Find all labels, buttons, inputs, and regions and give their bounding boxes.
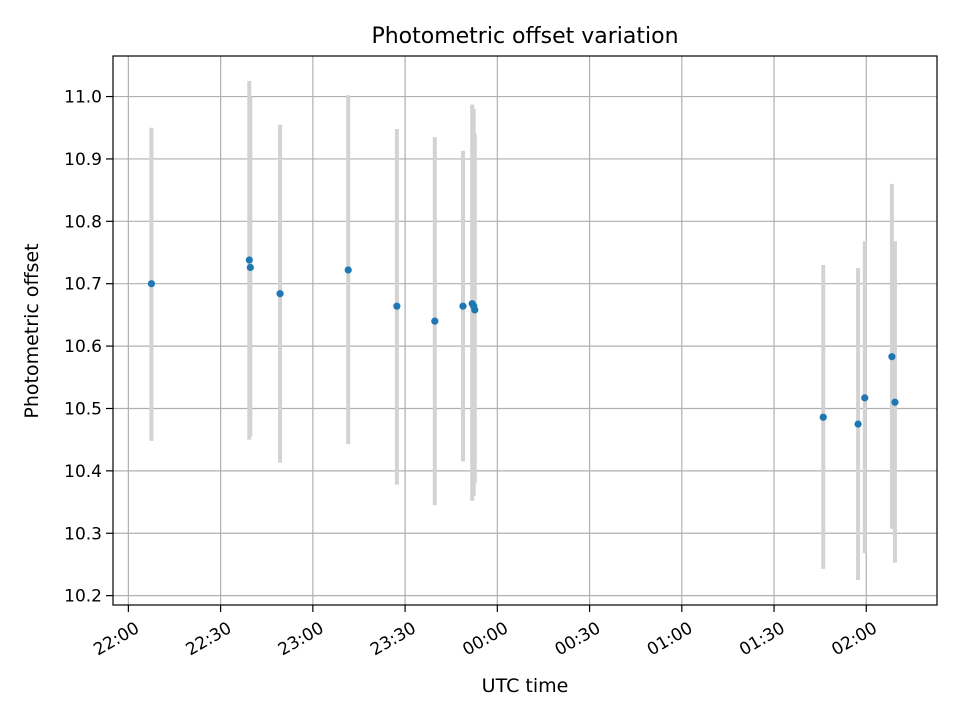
data-point xyxy=(344,266,352,274)
y-tick-label: 10.8 xyxy=(64,212,102,232)
data-point xyxy=(276,290,284,298)
data-point xyxy=(854,420,862,428)
data-point xyxy=(861,394,869,402)
data-point xyxy=(471,306,479,314)
plot-area xyxy=(112,55,938,606)
data-point xyxy=(245,256,253,264)
chart-title: Photometric offset variation xyxy=(371,24,678,49)
y-axis-label: Photometric offset xyxy=(21,243,43,418)
plot-frame xyxy=(112,55,938,606)
y-tick-label: 10.7 xyxy=(64,275,102,295)
data-point xyxy=(246,263,254,272)
data-point xyxy=(393,302,401,310)
y-tick-label: 10.3 xyxy=(64,524,102,544)
data-point xyxy=(891,398,899,406)
data-point xyxy=(431,317,439,325)
y-tick-label: 10.2 xyxy=(64,587,102,607)
x-axis-label: UTC time xyxy=(482,675,569,697)
y-tick-label: 10.6 xyxy=(64,337,102,357)
y-tick-label: 10.4 xyxy=(64,462,102,482)
data-points xyxy=(147,256,899,428)
y-tick-label: 10.5 xyxy=(64,399,102,419)
y-tick-label: 11.0 xyxy=(64,88,102,108)
y-tick-label: 10.9 xyxy=(64,150,102,170)
data-point xyxy=(147,280,156,288)
data-point xyxy=(459,302,467,310)
data-point xyxy=(819,413,827,421)
grid xyxy=(113,56,937,605)
data-point xyxy=(888,353,896,361)
y-axis: 10.2 10.3 10.4 10.5 10.6 10.7 10.8 10.9 11.0 xyxy=(64,88,113,607)
